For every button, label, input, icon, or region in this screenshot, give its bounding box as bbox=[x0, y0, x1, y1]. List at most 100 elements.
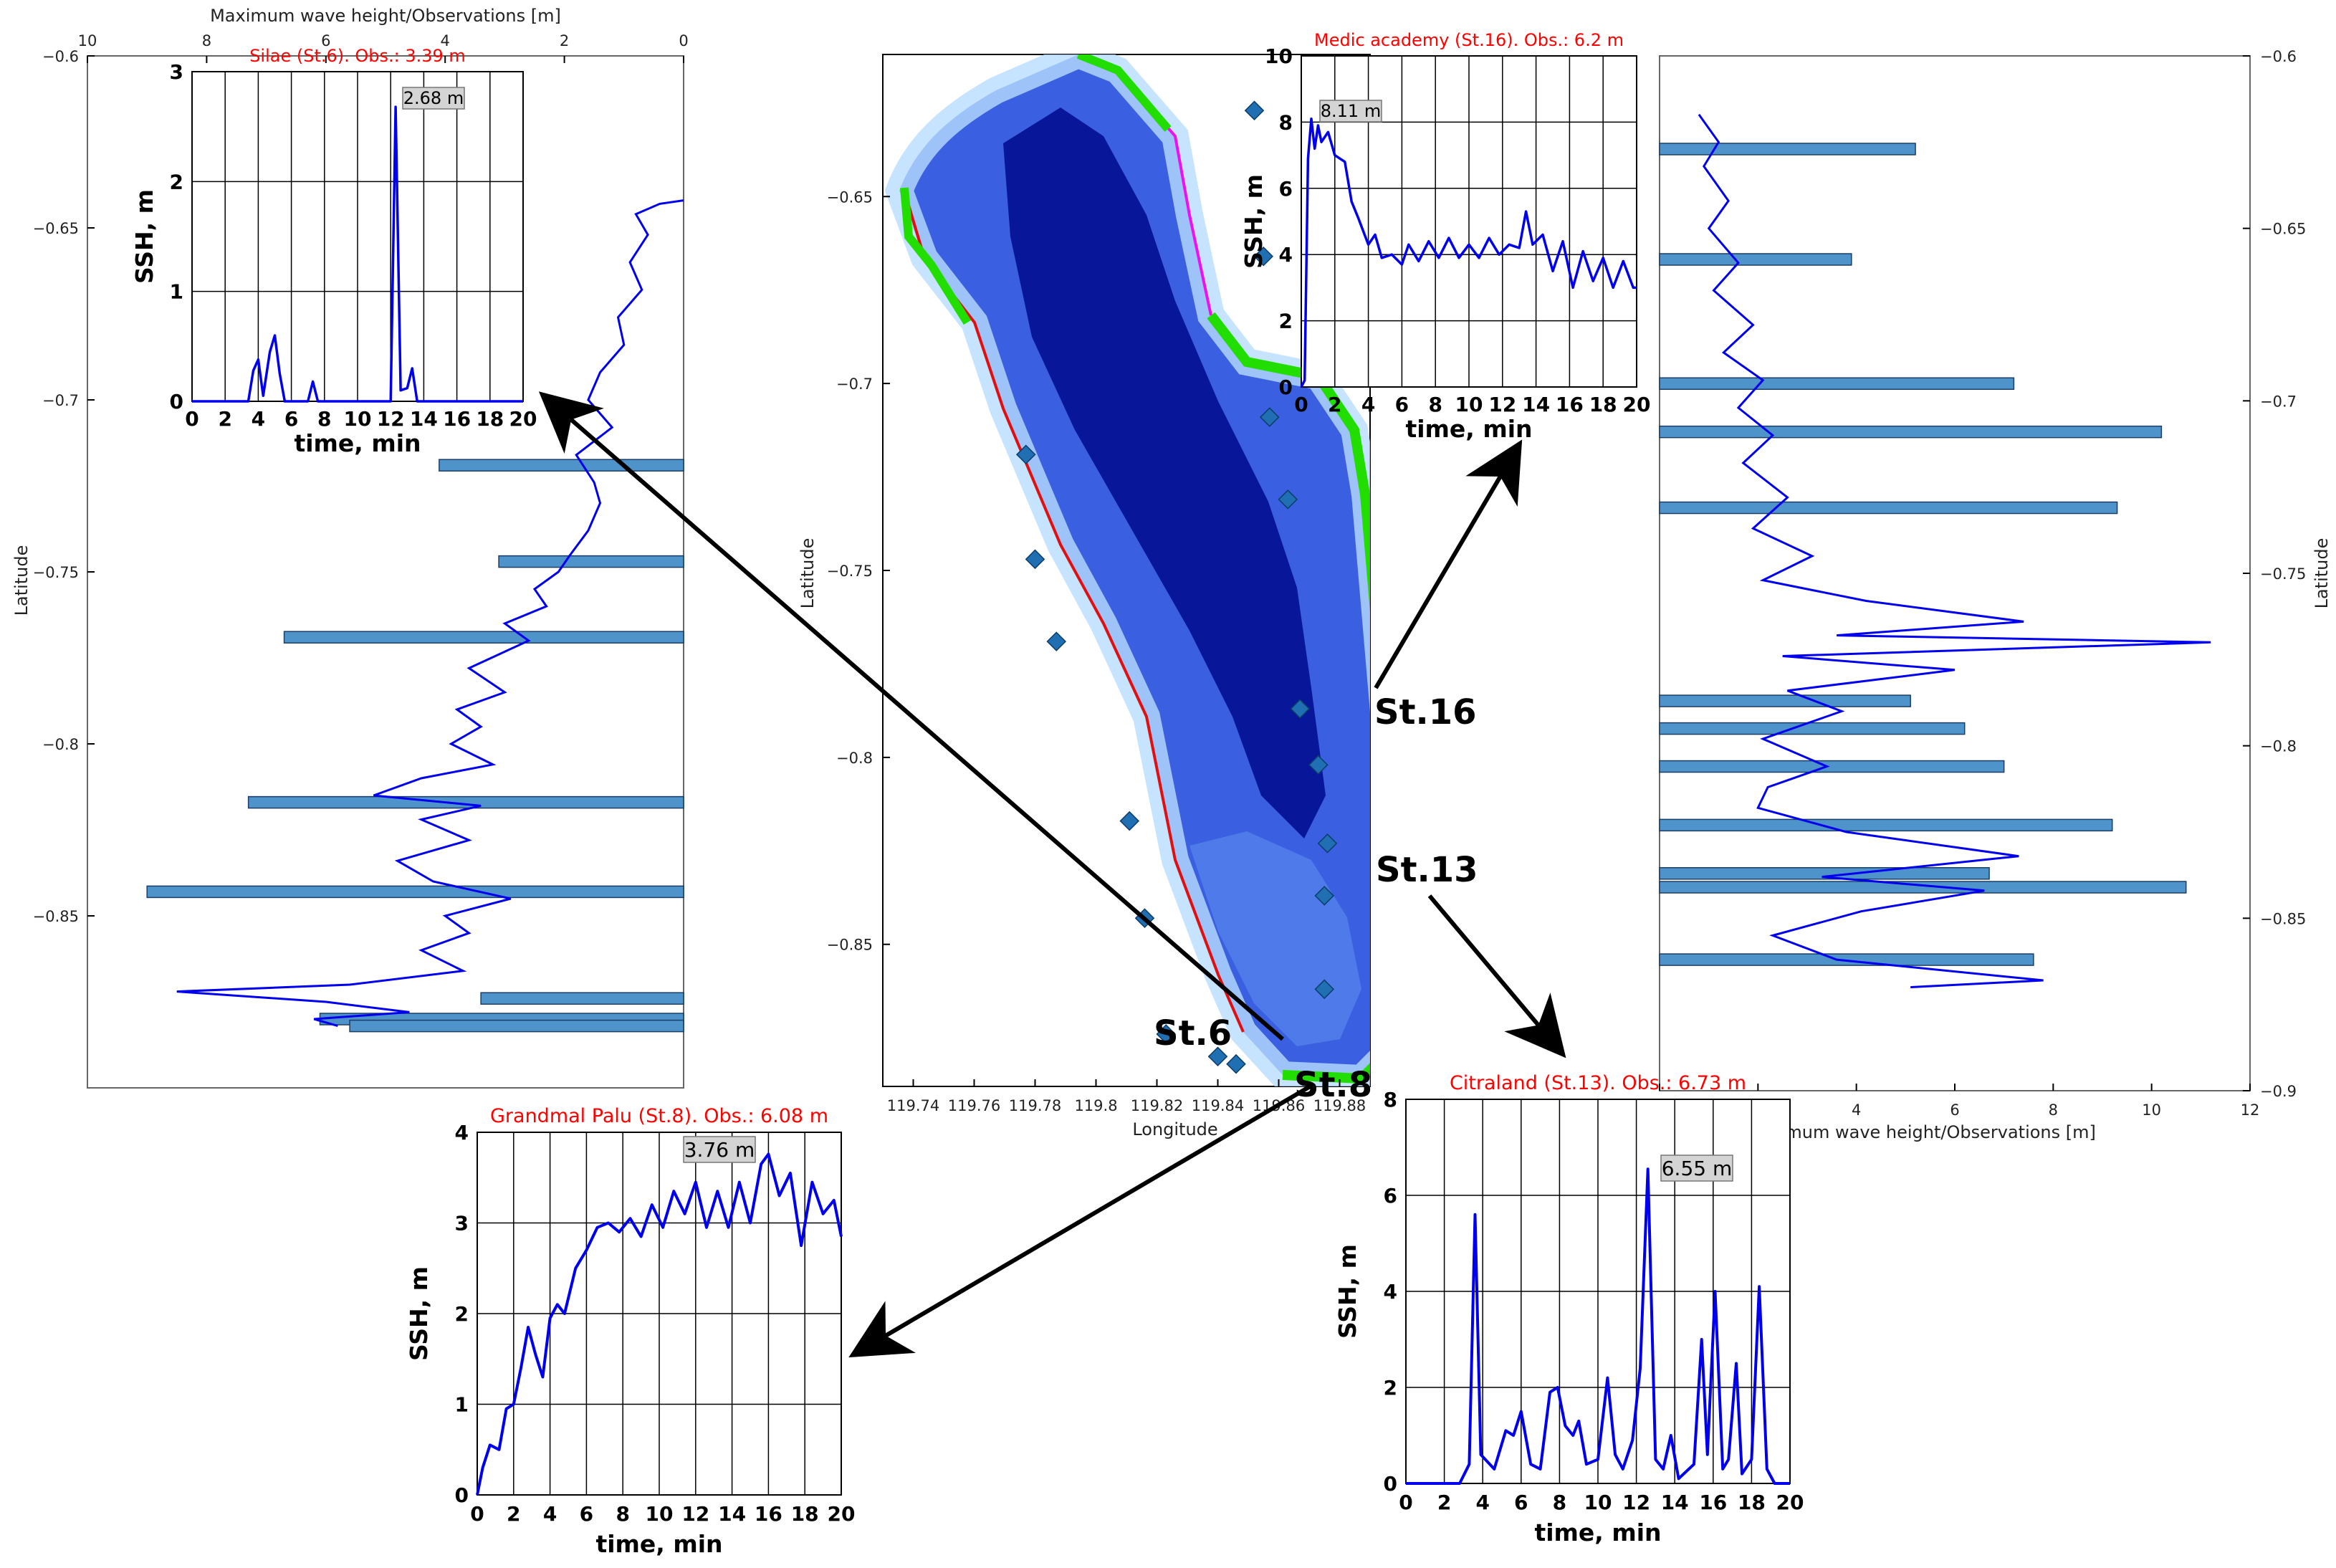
inset-x-tick-label: 4 bbox=[1475, 1491, 1489, 1514]
profile-x-tick-label: 2 bbox=[560, 32, 569, 49]
station-marker bbox=[1226, 1053, 1246, 1074]
left-profile-line bbox=[176, 199, 684, 1028]
inset-x-tick-label: 18 bbox=[1738, 1491, 1766, 1514]
inset-x-tick-label: 20 bbox=[1623, 393, 1651, 416]
map-x-tick-label: 119.88 bbox=[1313, 1097, 1366, 1114]
inset-title: Silae (St.6). Obs.: 3.39 m bbox=[249, 46, 466, 66]
profile-bar bbox=[1659, 694, 1911, 707]
inset-x-tick-label: 10 bbox=[344, 407, 372, 431]
profile-bar bbox=[283, 631, 684, 644]
right-profile-line bbox=[1698, 113, 2211, 989]
inset-x-tick-label: 20 bbox=[1776, 1491, 1804, 1514]
inset-y-label: SSH, m bbox=[1240, 174, 1268, 269]
profile-x-tick-label: 4 bbox=[441, 32, 450, 49]
bathymetry-map: 119.74 119.76 119.78 119.8 119.82 119.84 119.8… bbox=[798, 54, 1478, 1139]
profile-x-tick-label: 8 bbox=[202, 32, 211, 49]
peak-annotation-box bbox=[683, 1136, 756, 1163]
bay-deep-core bbox=[1003, 107, 1326, 838]
station-marker bbox=[1156, 1024, 1177, 1044]
inset-y-tick-label: 1 bbox=[455, 1393, 469, 1417]
profile-bar bbox=[1659, 377, 2015, 391]
peak-annotation: 6.55 m bbox=[1662, 1157, 1733, 1180]
inset-x-tick-label: 20 bbox=[509, 407, 537, 431]
inset-x-label: time, min bbox=[294, 429, 421, 457]
inset-y-tick-label: 2 bbox=[1279, 310, 1293, 333]
inset-x-tick-label: 4 bbox=[543, 1502, 557, 1526]
inset-y-tick-label: 4 bbox=[455, 1121, 469, 1144]
profile-x-tick-label: 6 bbox=[1950, 1101, 1959, 1119]
station-marker bbox=[1244, 100, 1265, 121]
inset-x-tick-label: 12 bbox=[377, 407, 405, 431]
profile-bar bbox=[480, 992, 684, 1005]
inset-x-tick-label: 16 bbox=[1699, 1491, 1727, 1514]
peak-annotation-box bbox=[1660, 1155, 1733, 1182]
inset-x-label: time, min bbox=[595, 1530, 722, 1558]
profile-x-tick-label: 6 bbox=[321, 32, 330, 49]
inset-x-tick-label: 20 bbox=[828, 1502, 856, 1526]
profile-y-tick-label: −0.85 bbox=[33, 908, 79, 925]
inset-title: Grandmal Palu (St.8). Obs.: 6.08 m bbox=[490, 1105, 828, 1127]
inset-x-tick-label: 2 bbox=[218, 407, 231, 431]
inset-title: Citraland (St.13). Obs.: 6.73 m bbox=[1450, 1072, 1746, 1094]
profile-x-tick-label: 8 bbox=[2049, 1101, 2058, 1119]
profile-y-tick-label: −0.7 bbox=[2260, 393, 2297, 410]
inset-x-tick-label: 12 bbox=[1622, 1491, 1650, 1514]
inset-title: Medic academy (St.16). Obs.: 6.2 m bbox=[1314, 30, 1624, 50]
map-y-tick-label: −0.8 bbox=[836, 750, 873, 767]
inset-x-label: time, min bbox=[1534, 1519, 1661, 1547]
profile-x-tick-label: 12 bbox=[2241, 1101, 2260, 1119]
station-label-st8: St.8 bbox=[1294, 1065, 1372, 1105]
right-profile-frame bbox=[1659, 55, 2251, 1091]
station-marker bbox=[1119, 811, 1140, 831]
inset-x-tick-label: 0 bbox=[1294, 393, 1308, 416]
station-marker bbox=[1290, 699, 1311, 719]
profile-y-tick-label: −0.9 bbox=[2260, 1083, 2297, 1100]
station-marker bbox=[1046, 631, 1067, 651]
inset-x-tick-label: 16 bbox=[443, 407, 471, 431]
inset-y-tick-label: 0 bbox=[1384, 1472, 1397, 1496]
map-x-tick-label: 119.84 bbox=[1192, 1097, 1244, 1114]
profile-x-tick-label: 10 bbox=[78, 32, 97, 49]
inset-x-tick-label: 2 bbox=[507, 1502, 520, 1526]
map-y-tick-label: −0.7 bbox=[836, 376, 873, 393]
map-x-label: Longitude bbox=[1132, 1119, 1217, 1139]
right-profile-x-label: Maximum wave height/Observations [m] bbox=[1745, 1122, 2096, 1142]
profile-bar bbox=[439, 459, 684, 472]
profile-bar bbox=[1659, 881, 2187, 894]
inset-x-tick-label: 16 bbox=[1556, 393, 1584, 416]
profile-y-tick-label: −0.6 bbox=[42, 48, 79, 65]
profile-bar bbox=[498, 555, 684, 568]
profile-bar bbox=[349, 1019, 684, 1033]
inset-y-tick-label: 4 bbox=[1384, 1280, 1397, 1304]
inset-x-tick-label: 2 bbox=[1437, 1491, 1451, 1514]
inset-x-tick-label: 6 bbox=[1395, 393, 1409, 416]
profile-bar bbox=[247, 795, 684, 809]
inset-y-tick-label: 3 bbox=[455, 1212, 469, 1235]
inset-x-tick-label: 18 bbox=[791, 1502, 819, 1526]
profile-y-tick-label: −0.65 bbox=[2260, 221, 2306, 238]
left-latitude-profile: 10 8 6 4 2 0 −0.6−0.65−0.7−0.75−0.8−0.85 Maxi… bbox=[11, 6, 689, 1089]
inset-series-line bbox=[1406, 1167, 1790, 1485]
inset-y-tick-label: 6 bbox=[1279, 177, 1293, 201]
station-marker bbox=[1253, 246, 1274, 267]
inset-x-tick-label: 10 bbox=[1455, 393, 1483, 416]
arrow-st13-to-inset bbox=[1427, 894, 1566, 1058]
map-x-tick-label: 119.78 bbox=[1009, 1097, 1061, 1114]
station-marker bbox=[1207, 1046, 1228, 1067]
profile-y-tick-label: −0.8 bbox=[42, 736, 79, 753]
peak-annotation: 2.68 m bbox=[403, 88, 464, 108]
inset-x-tick-label: 12 bbox=[681, 1502, 709, 1526]
profile-y-tick-label: −0.6 bbox=[2260, 48, 2297, 65]
inset-x-tick-label: 18 bbox=[1589, 393, 1617, 416]
peak-annotation-box bbox=[402, 87, 465, 110]
coast-green-west-north bbox=[900, 187, 972, 325]
station-marker bbox=[1015, 444, 1036, 465]
map-x-tick-label: 119.82 bbox=[1131, 1097, 1183, 1114]
station-markers bbox=[1015, 100, 1338, 1074]
profile-x-tick-label: 10 bbox=[2142, 1101, 2161, 1119]
inset-x-tick-label: 6 bbox=[284, 407, 298, 431]
map-x-tick-label: 119.8 bbox=[1074, 1097, 1117, 1114]
